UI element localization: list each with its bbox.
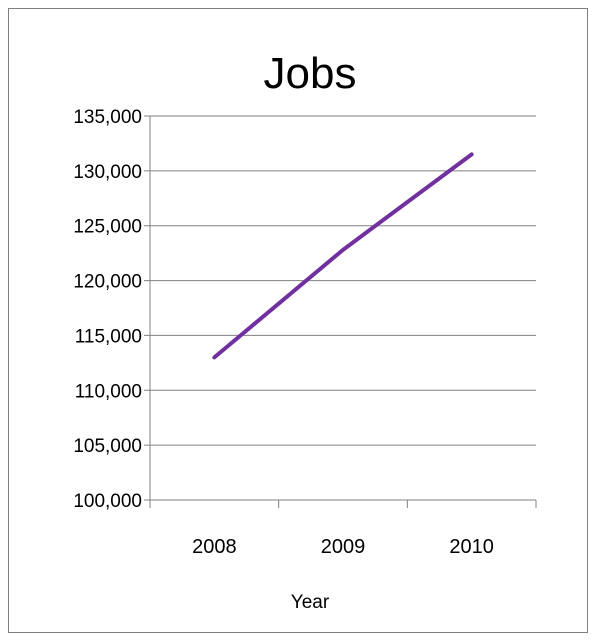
x-tick-label: 2009: [321, 536, 366, 558]
y-tick-label: 105,000: [73, 436, 142, 457]
y-tick-label: 100,000: [73, 491, 142, 512]
y-tick-label: 115,000: [75, 326, 142, 347]
y-tick-label: 125,000: [73, 217, 142, 238]
y-tick-label: 110,000: [75, 381, 142, 402]
x-tick-label: 2010: [449, 536, 494, 558]
series-line-jobs: [212, 152, 474, 360]
x-axis-label: Year: [291, 592, 330, 613]
x-tick-label: 2008: [192, 536, 237, 558]
chart-frame: [8, 8, 588, 633]
chart-title: Jobs: [264, 49, 357, 98]
y-tick-label: 130,000: [73, 162, 142, 183]
y-tick-label: 135,000: [73, 107, 142, 128]
y-tick-label: 120,000: [73, 272, 142, 293]
